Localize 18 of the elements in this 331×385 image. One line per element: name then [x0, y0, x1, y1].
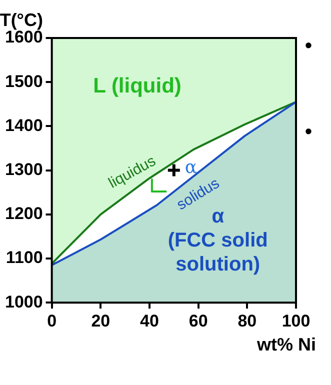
x-tick-label: 100: [282, 311, 310, 330]
y-tick-label: 1000: [4, 292, 43, 312]
annotation: α: [184, 156, 198, 178]
annotation: L (liquid): [93, 74, 182, 98]
x-tick-label: 0: [47, 311, 57, 330]
y-tick-label: 1100: [6, 248, 43, 268]
x-tick-label: 20: [91, 311, 110, 330]
y-axis-title: T(°C): [0, 10, 44, 30]
x-axis-title: wt% Ni: [256, 334, 316, 355]
x-tick-label: 60: [188, 311, 208, 330]
y-tick-label: 1500: [4, 72, 43, 91]
y-tick-label: 1300: [4, 160, 43, 179]
text: •: [305, 35, 312, 57]
x-tick-label: 80: [238, 311, 257, 330]
y-tick-label: 1400: [4, 116, 43, 135]
text: •: [305, 121, 312, 143]
y-tick-label: 1200: [4, 204, 43, 224]
x-tick-label: 40: [140, 311, 159, 330]
